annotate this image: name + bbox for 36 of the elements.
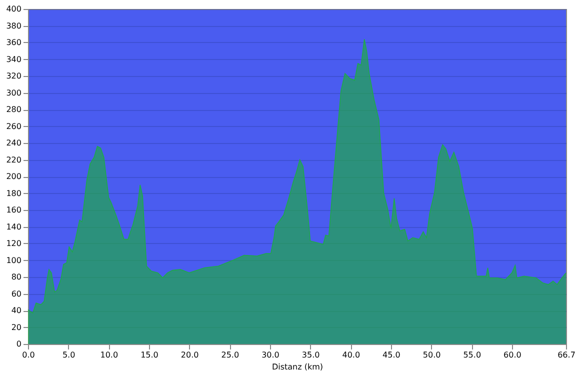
y-tick-label: 40	[11, 306, 22, 315]
x-tick-label: 45.0	[382, 350, 400, 360]
x-tick-label: 15.0	[140, 350, 158, 360]
y-tick-label: 240	[6, 138, 22, 148]
y-tick-label: 160	[6, 206, 22, 214]
y-tick-label: 120	[6, 239, 22, 248]
x-tick-label: 20.0	[180, 350, 199, 360]
y-tick-label: 200	[6, 172, 22, 181]
y-tick-label: 360	[6, 38, 22, 47]
x-tick-label: 25.0	[221, 350, 240, 360]
y-tick-label: 20	[11, 322, 22, 332]
x-tick-label: 66.7	[558, 350, 576, 360]
x-tick-label: 0.0	[22, 350, 35, 360]
y-tick-label: 300	[6, 88, 22, 98]
y-tick-label: 80	[11, 272, 22, 282]
y-tick-label: 320	[6, 72, 22, 80]
y-tick-label: 140	[6, 222, 22, 232]
y-tick-label: 380	[6, 21, 22, 30]
x-tick-label: 40.0	[342, 350, 360, 360]
x-tick-label: 5.0	[62, 350, 76, 360]
y-tick-label: 340	[6, 54, 22, 64]
y-tick-label: 60	[11, 289, 22, 298]
y-tick-label: 100	[6, 256, 22, 265]
y-tick-label: 220	[6, 155, 22, 164]
x-tick-label: 30.0	[262, 350, 280, 360]
x-axis-title: Distanz (km)	[272, 362, 324, 372]
x-tick-label: 10.0	[100, 350, 118, 360]
y-tick-label: 260	[6, 122, 22, 131]
y-tick-label: 400	[6, 4, 22, 14]
y-tick-label: 180	[6, 188, 22, 198]
x-tick-label: 50.0	[422, 350, 441, 360]
x-tick-label: 60.0	[504, 350, 522, 360]
y-tick-label: 280	[6, 105, 22, 114]
x-tick-label: 55.0	[463, 350, 482, 360]
y-tick-label: 0	[16, 340, 22, 348]
x-tick-label: 35.0	[302, 350, 320, 360]
